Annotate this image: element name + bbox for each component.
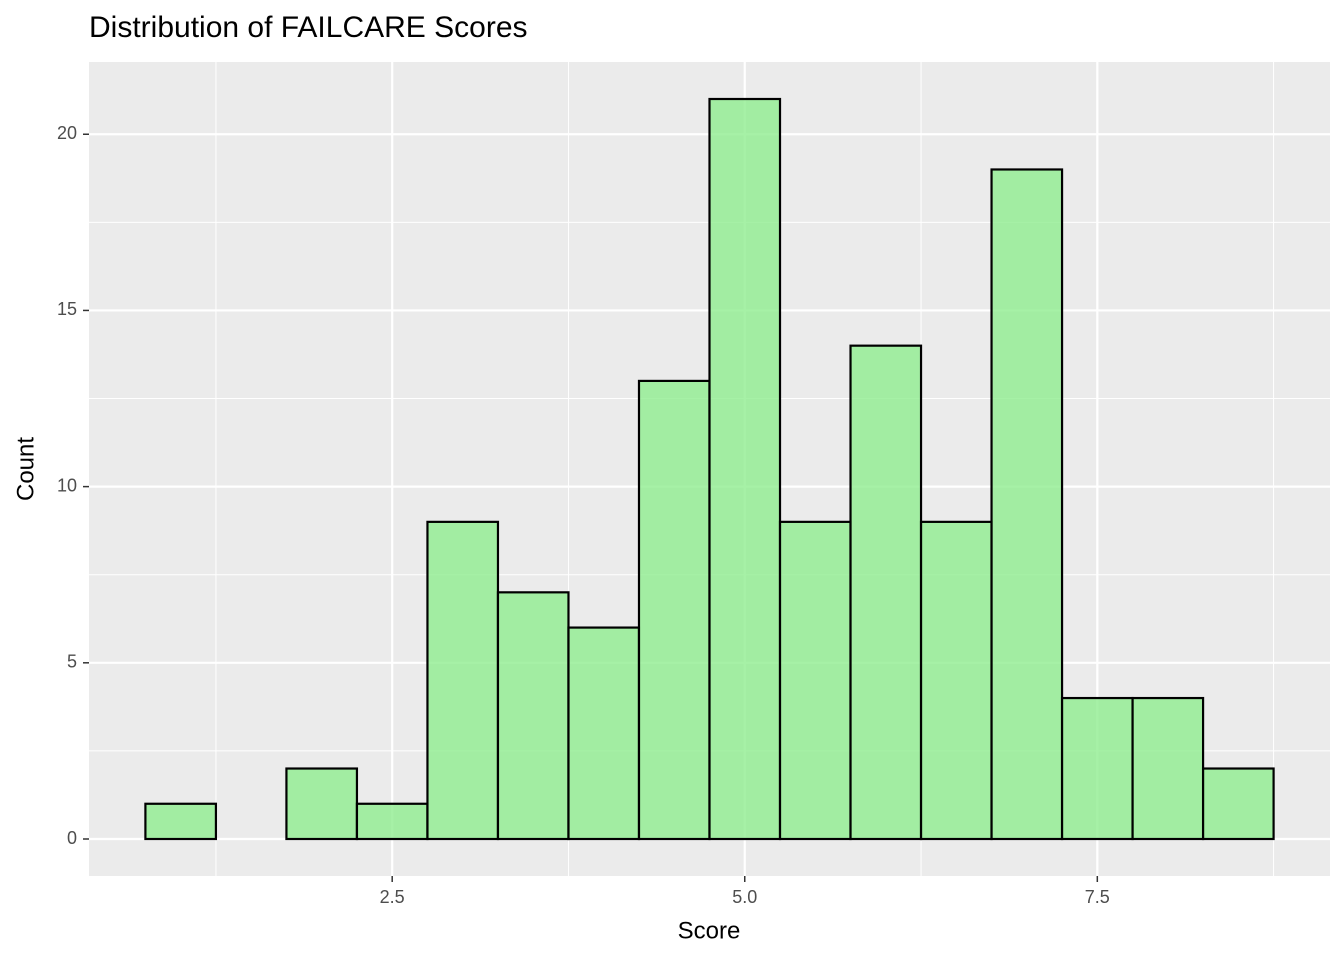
histogram-bar xyxy=(1060,696,1134,841)
histogram-bar xyxy=(919,520,993,841)
x-tick-label: 2.5 xyxy=(380,887,405,907)
y-tick-label: 10 xyxy=(57,475,77,495)
x-tick-label: 5.0 xyxy=(732,887,757,907)
y-tick-label: 0 xyxy=(67,828,77,848)
histogram-bar xyxy=(144,802,218,841)
x-axis-title: Score xyxy=(678,917,741,944)
histogram-bar xyxy=(355,802,429,841)
histogram-bar xyxy=(285,767,359,841)
histogram-bar xyxy=(496,591,570,841)
x-tick-label: 7.5 xyxy=(1085,887,1110,907)
histogram-bar xyxy=(708,97,782,841)
y-tick-label: 5 xyxy=(67,652,77,672)
chart-title: Distribution of FAILCARE Scores xyxy=(89,11,528,44)
y-tick-label: 15 xyxy=(57,299,77,319)
histogram-bar xyxy=(849,344,923,841)
histogram-bar xyxy=(637,379,711,841)
histogram-bar xyxy=(567,626,641,841)
histogram-bar xyxy=(1131,696,1205,841)
y-axis-title: Count xyxy=(12,437,39,501)
histogram-bar xyxy=(426,520,500,841)
histogram-bar xyxy=(990,168,1064,841)
histogram-bar xyxy=(1201,767,1275,841)
y-tick-label: 20 xyxy=(57,123,77,143)
histogram-bar xyxy=(778,520,852,841)
